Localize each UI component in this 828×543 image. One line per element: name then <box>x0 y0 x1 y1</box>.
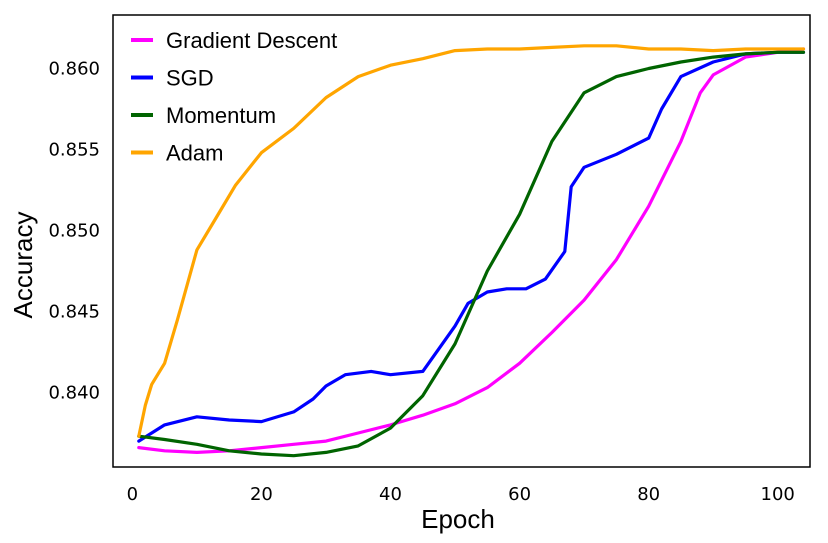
plot-area-frame <box>112 14 811 468</box>
y-tick-label: 0.840 <box>48 383 100 404</box>
y-tick-label: 0.845 <box>48 302 100 323</box>
x-tick-label: 80 <box>637 484 660 505</box>
x-tick-label: 40 <box>379 484 402 505</box>
legend: Gradient Descent SGD Momentum Adam <box>131 28 337 166</box>
x-tick-label: 100 <box>761 484 795 505</box>
y-axis-ticks: 0.840 0.845 0.850 0.855 0.860 <box>48 59 100 404</box>
legend-label-gradient-descent: Gradient Descent <box>166 28 337 53</box>
x-tick-label: 60 <box>508 484 531 505</box>
x-tick-label: 20 <box>250 484 273 505</box>
legend-label-momentum: Momentum <box>166 103 276 128</box>
legend-label-sgd: SGD <box>166 66 214 91</box>
x-axis-ticks: 0 20 40 60 80 100 <box>127 484 795 505</box>
y-axis-title: Accuracy <box>8 212 38 319</box>
y-tick-label: 0.850 <box>48 221 100 242</box>
series-line-sgd <box>137 50 806 443</box>
series-line-momentum <box>137 50 806 458</box>
series-layer <box>137 44 806 458</box>
series-line-gradient-descent <box>137 47 806 454</box>
x-axis-title: Epoch <box>421 504 495 534</box>
x-tick-label: 0 <box>127 484 138 505</box>
series-line-adam <box>137 44 806 438</box>
legend-label-adam: Adam <box>166 141 223 166</box>
y-tick-label: 0.860 <box>48 59 100 80</box>
y-tick-label: 0.855 <box>48 140 100 161</box>
